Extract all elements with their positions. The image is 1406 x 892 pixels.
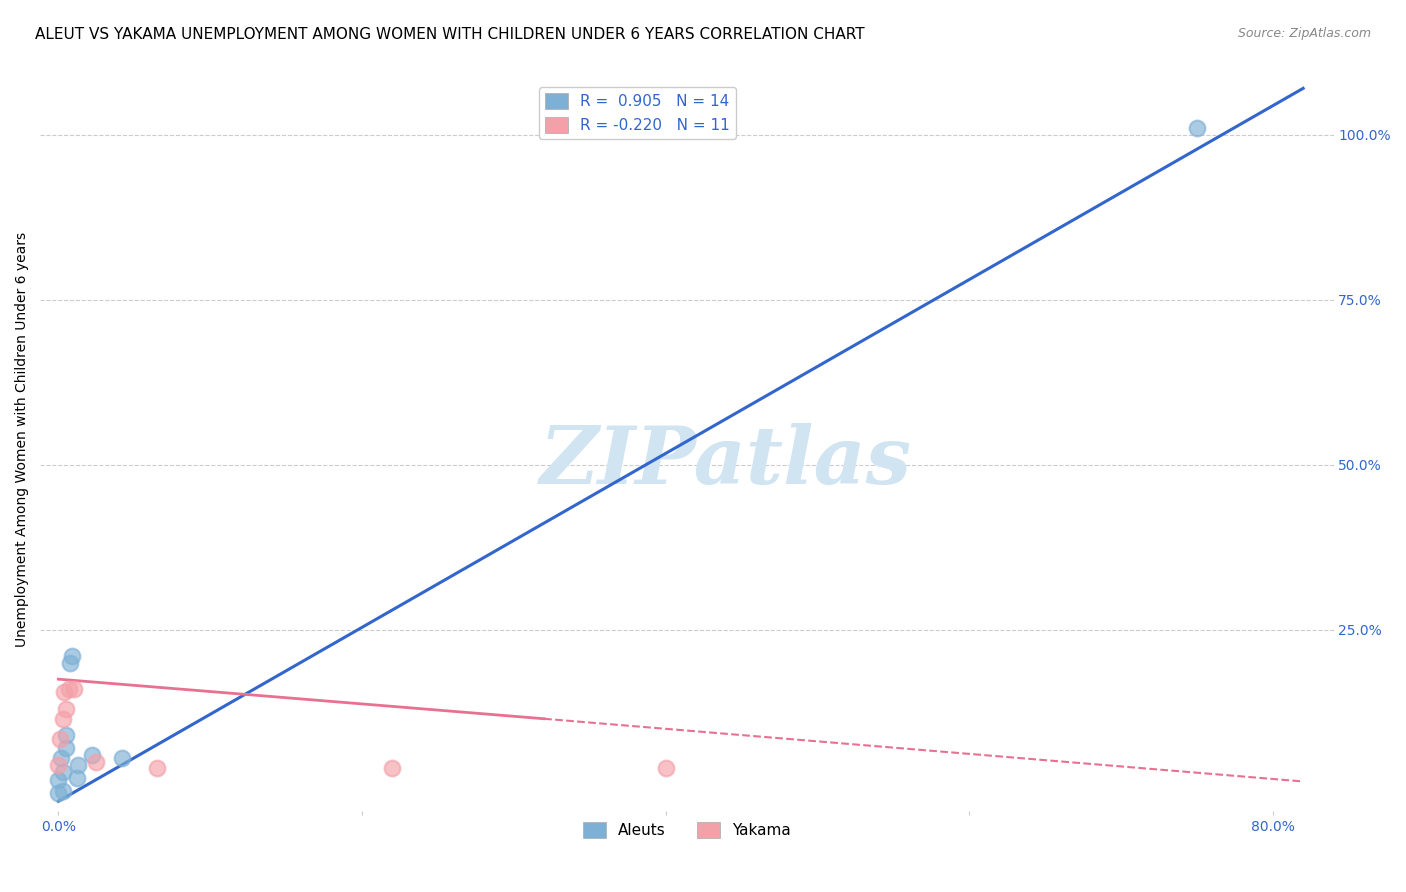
Text: ZIPatlas: ZIPatlas [540,424,911,501]
Point [55,728,77,742]
Point [46,786,69,800]
Point [60,648,83,663]
Point [84,755,107,769]
Point [1185,120,1208,135]
Point [381,761,404,775]
Point [46,758,69,772]
Point [111,751,134,765]
Text: ALEUT VS YAKAMA UNEMPLOYMENT AMONG WOMEN WITH CHILDREN UNDER 6 YEARS CORRELATION: ALEUT VS YAKAMA UNEMPLOYMENT AMONG WOMEN… [35,27,865,42]
Y-axis label: Unemployment Among Women with Children Under 6 years: Unemployment Among Women with Children U… [15,232,30,648]
Point [80,747,103,762]
Point [55,741,77,756]
Point [58,681,80,696]
Point [52,712,75,726]
Point [67,758,90,772]
Point [51,751,73,765]
Point [52,784,75,798]
Point [59,656,82,670]
Point [46,773,69,788]
Point [55,702,77,716]
Point [62,681,84,696]
Point [654,761,676,775]
Text: Source: ZipAtlas.com: Source: ZipAtlas.com [1237,27,1371,40]
Point [146,761,169,775]
Point [52,764,75,779]
Legend: Aleuts, Yakama: Aleuts, Yakama [576,816,797,845]
Point [65,771,87,785]
Point [53,685,76,699]
Point [49,731,72,746]
